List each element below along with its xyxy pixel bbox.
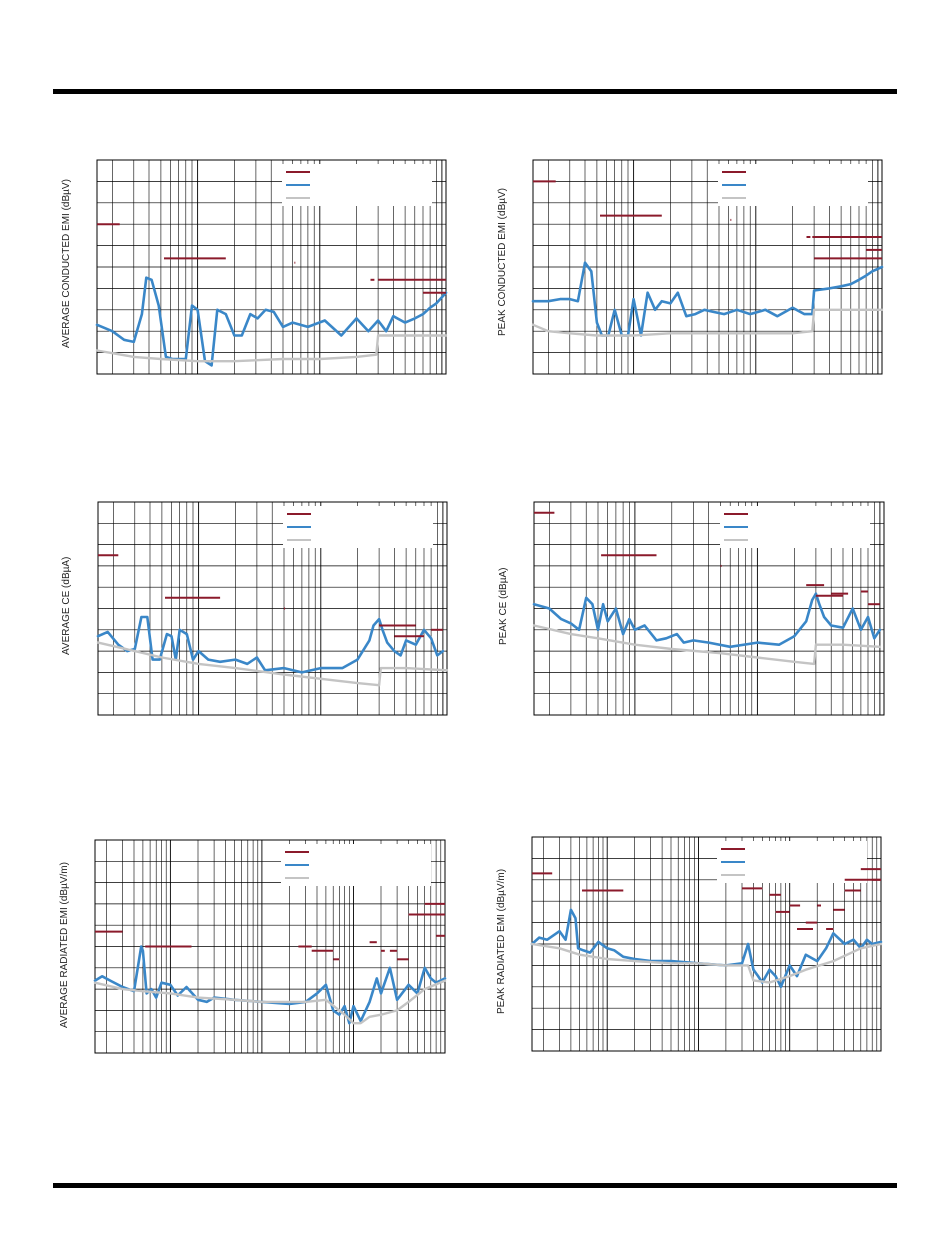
plot-frame <box>533 501 885 716</box>
chart-6 <box>530 836 883 1052</box>
top-rule <box>53 89 897 94</box>
chart-3 <box>96 501 449 716</box>
chart-2 <box>531 159 884 375</box>
y-axis-label: AVERAGE CE (dBµA) <box>61 556 72 655</box>
chart-5 <box>93 839 447 1054</box>
noise-floor-trace <box>95 334 448 363</box>
chart-1 <box>95 159 448 375</box>
noise-floor-trace <box>532 624 882 666</box>
noise-floor-trace <box>531 308 884 337</box>
measured-trace <box>95 276 448 367</box>
y-axis-label: PEAK CONDUCTED EMI (dBµV) <box>497 187 508 336</box>
plot-frame <box>94 839 446 1054</box>
y-axis-label: AVERAGE CONDUCTED EMI (dBµV) <box>61 179 72 348</box>
noise-floor-trace <box>96 641 449 687</box>
plot-frame <box>97 501 448 716</box>
y-axis-label: PEAK RADIATED EMI (dBµV/m) <box>496 868 507 1014</box>
bottom-rule <box>53 1183 897 1188</box>
noise-floor-trace <box>93 979 447 1025</box>
y-axis-label: PEAK CE (dBµA) <box>498 567 509 645</box>
plot-frame <box>96 159 447 375</box>
measured-trace <box>530 908 883 989</box>
chart-4 <box>532 501 885 716</box>
measured-trace <box>531 261 884 337</box>
noise-floor-trace <box>530 942 883 984</box>
y-axis-label: AVERAGE RADIATED EMI (dBµV/m) <box>59 862 70 1028</box>
measured-trace <box>532 592 882 649</box>
measured-trace <box>96 615 445 674</box>
